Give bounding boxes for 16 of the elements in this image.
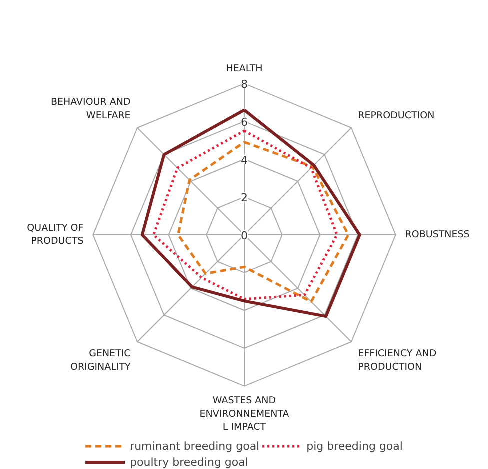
spoke-label: GENETIC ORIGINALITY bbox=[70, 348, 132, 373]
y-tick-label: 4 bbox=[241, 154, 248, 167]
spoke-label: ROBUSTNESS bbox=[405, 230, 470, 240]
spoke-label: HEALTH bbox=[226, 63, 263, 74]
y-tick-label: 8 bbox=[241, 78, 248, 92]
spoke-label: WASTES AND ENVIRONNEMENTA L IMPACT bbox=[200, 396, 290, 434]
spoke-label: QUALITY OF PRODUCTS bbox=[27, 222, 84, 248]
legend-label: poultry breeding goal bbox=[130, 455, 248, 469]
legend-label: pig breeding goal bbox=[306, 439, 403, 453]
spoke-label: REPRODUCTION bbox=[358, 110, 435, 122]
y-tick-label: 0 bbox=[241, 230, 248, 242]
spoke-label: BEHAVIOUR AND WELFARE bbox=[50, 97, 131, 122]
y-tick-label: 2 bbox=[241, 192, 248, 205]
y-tick-label: 6 bbox=[241, 116, 248, 130]
legend-label: ruminant breeding goal bbox=[130, 439, 260, 453]
spoke-label: EFFICIENCY AND PRODUCTION bbox=[358, 348, 437, 373]
